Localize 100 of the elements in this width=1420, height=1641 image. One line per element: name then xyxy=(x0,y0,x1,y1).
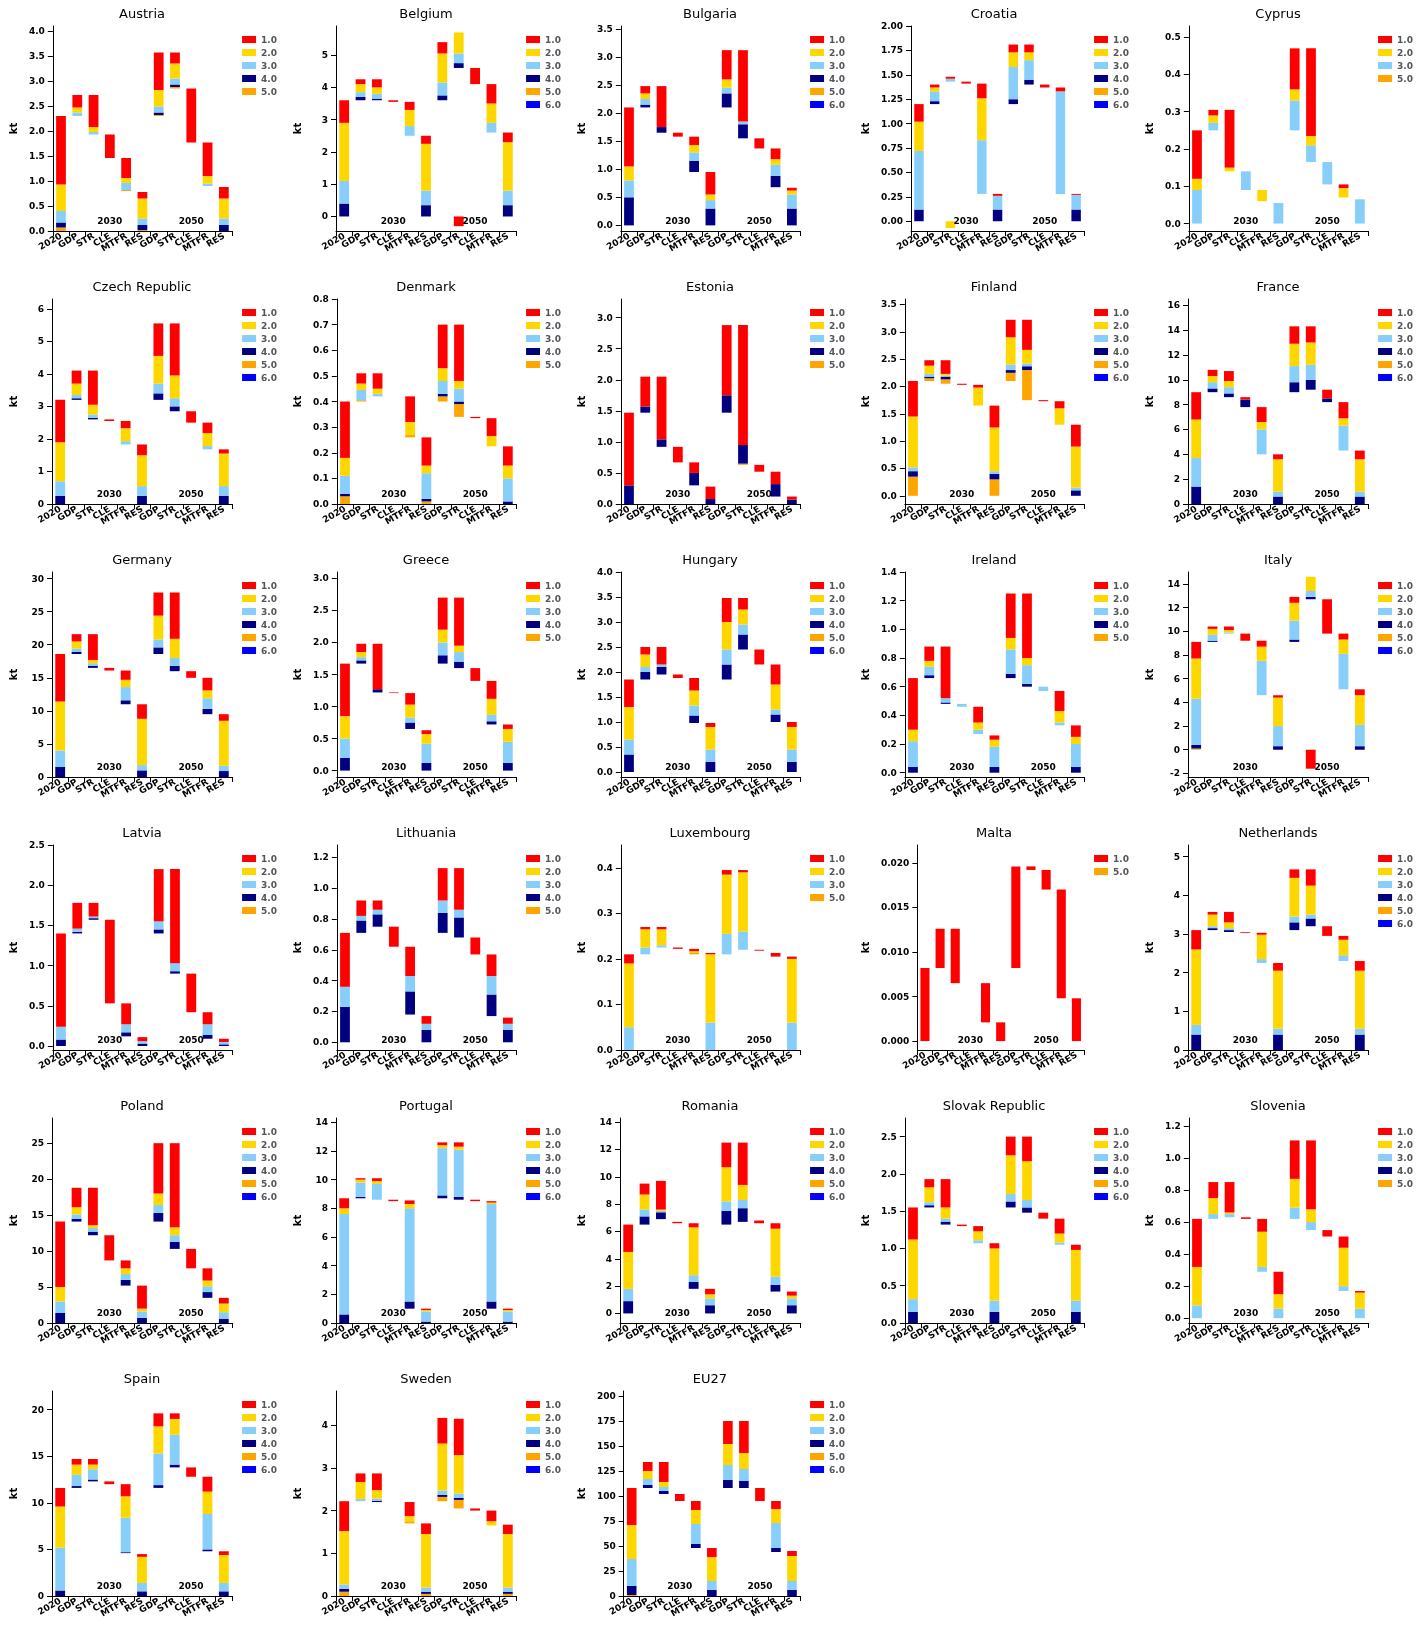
legend-label: 4.0 xyxy=(1113,346,1130,357)
legend-label: 1.0 xyxy=(1397,307,1414,318)
legend-label: 2.0 xyxy=(1113,47,1130,58)
legend-label: 5.0 xyxy=(261,86,278,97)
legend-label: 1.0 xyxy=(545,580,562,591)
y-tick-label: 2 xyxy=(321,146,328,157)
annotation: 2050 xyxy=(178,762,204,772)
y-tick-label: 2.5 xyxy=(596,642,613,652)
legend-label: 2.0 xyxy=(829,866,846,877)
legend-label: 2.0 xyxy=(261,1412,278,1423)
legend-label: 2.0 xyxy=(1113,593,1130,604)
y-axis-title: kt xyxy=(859,1214,871,1227)
chart-title: Netherlands xyxy=(1238,825,1318,840)
annotation: 2050 xyxy=(462,1035,488,1045)
legend-label: 3.0 xyxy=(1397,333,1414,344)
legend-label: 5.0 xyxy=(829,632,846,643)
y-tick-label: 4 xyxy=(1173,449,1180,460)
annotation: 2050 xyxy=(462,489,488,499)
y-tick-label: 1.5 xyxy=(596,692,613,702)
y-tick-label: 2.5 xyxy=(28,840,45,850)
legend-label: 2.0 xyxy=(829,320,846,331)
y-tick-label: 0.0 xyxy=(312,765,329,776)
y-tick-label: 0.0 xyxy=(28,1040,45,1051)
y-tick-label: 0.5 xyxy=(1164,32,1181,43)
legend-label: 3.0 xyxy=(829,1152,846,1163)
annotation: 2050 xyxy=(746,1308,772,1318)
legend-label: 4.0 xyxy=(829,1165,846,1176)
legend-label: 2.0 xyxy=(545,320,562,331)
y-tick-label: 3.0 xyxy=(596,617,613,627)
annotation: 2050 xyxy=(746,762,772,772)
y-tick-label: 1.0 xyxy=(596,717,613,727)
y-tick-label: 1.50 xyxy=(880,69,904,80)
legend-label: 2.0 xyxy=(1397,866,1414,877)
y-tick-label: 3.0 xyxy=(880,326,897,337)
legend-label: 1.0 xyxy=(261,307,278,318)
y-tick-label: 0.0 xyxy=(880,767,897,778)
legend-label: 2.0 xyxy=(261,866,278,877)
y-tick-label: 0.1 xyxy=(312,473,329,484)
y-tick-label: 20 xyxy=(31,1174,44,1185)
annotation: 2030 xyxy=(1232,762,1258,772)
y-tick-label: 3.0 xyxy=(596,51,613,62)
annotation: 2050 xyxy=(1030,762,1056,772)
legend-label: 3.0 xyxy=(829,879,846,890)
legend-label: 4.0 xyxy=(1113,1165,1130,1176)
legend-label: 4.0 xyxy=(545,1165,562,1176)
y-tick-label: 1.0 xyxy=(596,436,613,447)
legend-label: 2.0 xyxy=(545,593,562,604)
annotation: 2030 xyxy=(1232,489,1258,499)
legend-label: 2.0 xyxy=(829,593,846,604)
legend-label: 3.0 xyxy=(1113,333,1130,344)
legend-label: 1.0 xyxy=(1397,853,1414,864)
legend-label: 4.0 xyxy=(1397,892,1414,903)
y-tick-label: 0.0 xyxy=(1164,218,1181,229)
y-tick-label: 0.2 xyxy=(312,447,329,458)
legend-label: 2.0 xyxy=(545,866,562,877)
y-tick-label: 1.5 xyxy=(596,405,613,416)
y-tick-label: 1.0 xyxy=(312,701,329,712)
chart-title: Malta xyxy=(976,825,1012,840)
y-tick-label: 0.5 xyxy=(312,370,329,381)
legend-label: 2.0 xyxy=(829,1412,846,1423)
annotation: 2030 xyxy=(97,1035,123,1045)
y-tick-label: 1 xyxy=(321,1548,328,1559)
legend-label: 3.0 xyxy=(545,333,562,344)
y-tick-label: 0.0 xyxy=(1164,1313,1181,1324)
y-tick-label: 6 xyxy=(1173,424,1180,435)
legend-label: 3.0 xyxy=(261,606,278,617)
y-axis-title: kt xyxy=(291,1487,303,1500)
y-tick-label: 200 xyxy=(596,1391,616,1401)
legend-label: 3.0 xyxy=(545,1152,562,1163)
y-tick-label: 5 xyxy=(321,50,328,61)
legend-label: 4.0 xyxy=(1397,346,1414,357)
y-tick-label: 0.6 xyxy=(1164,1217,1181,1228)
chart-title: Denmark xyxy=(396,279,457,294)
annotation: 2050 xyxy=(1033,1035,1059,1045)
y-tick-label: 4 xyxy=(37,368,44,379)
y-tick-label: 3.0 xyxy=(312,573,329,584)
legend-label: 5.0 xyxy=(1397,632,1414,643)
legend-label: 2.0 xyxy=(1397,47,1414,58)
y-tick-label: 5 xyxy=(37,336,44,347)
annotation: 2050 xyxy=(1314,216,1340,226)
y-tick-label: 0.020 xyxy=(880,857,910,868)
annotation: 2030 xyxy=(381,1035,407,1045)
y-tick-label: 0.7 xyxy=(312,319,329,330)
y-tick-label: 1.0 xyxy=(880,1243,897,1254)
y-tick-label: 3 xyxy=(321,1462,328,1473)
legend-label: 2.0 xyxy=(829,47,846,58)
annotation: 2030 xyxy=(1233,1308,1259,1318)
legend-label: 4.0 xyxy=(829,73,846,84)
legend-label: 3.0 xyxy=(1397,879,1414,890)
y-tick-label: 0.2 xyxy=(1164,1281,1181,1292)
y-tick-label: 1.0 xyxy=(1164,1153,1181,1164)
legend-label: 5.0 xyxy=(829,1178,846,1189)
legend-label: 1.0 xyxy=(1113,853,1130,864)
y-tick-label: 100 xyxy=(596,1491,616,1501)
y-axis-title: kt xyxy=(575,941,587,954)
y-tick-label: 4 xyxy=(605,1253,612,1264)
y-tick-label: 0.6 xyxy=(312,345,329,356)
legend-label: 4.0 xyxy=(829,346,846,357)
annotation: 2030 xyxy=(957,1035,983,1045)
y-axis-title: kt xyxy=(859,122,871,135)
